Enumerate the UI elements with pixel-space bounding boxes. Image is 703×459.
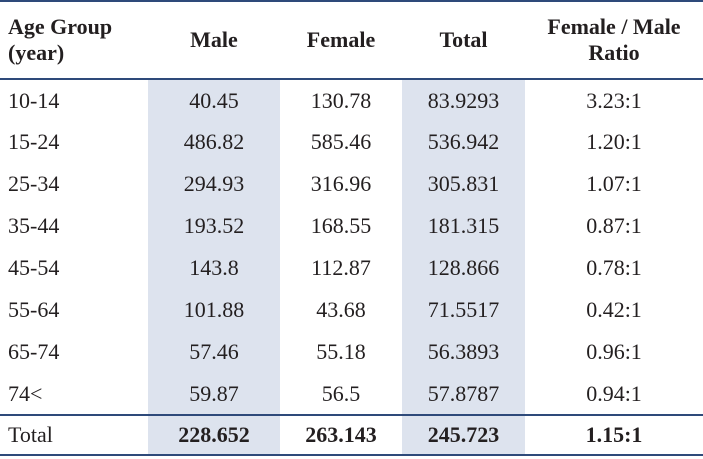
total-cell: Total <box>8 422 53 447</box>
table-cell: 45-54 <box>8 255 60 280</box>
table-cell: 168.55 <box>310 213 372 238</box>
total-cell: 263.143 <box>305 422 377 447</box>
column-header: Female <box>306 27 376 52</box>
table-row: 55-64 101.88 43.68 71.5517 0.42:1 <box>0 289 703 331</box>
table-cell: 35-44 <box>8 213 60 238</box>
column-header: Male <box>190 27 238 52</box>
table-cell: 1.20:1 <box>586 129 642 154</box>
total-cell: 1.15:1 <box>585 422 643 447</box>
table-cell: 0.78:1 <box>586 255 642 280</box>
table-cell: 112.87 <box>311 255 371 280</box>
table-cell: 0.96:1 <box>586 339 642 364</box>
table-cell: 0.87:1 <box>586 213 642 238</box>
table-cell: 1.07:1 <box>586 171 642 196</box>
table-cell: 143.8 <box>148 247 280 289</box>
table-cell: 585.46 <box>310 129 372 154</box>
table-row: 15-24 486.82 585.46 536.942 1.20:1 <box>0 121 703 163</box>
table-header: Age Group (year) Male Female Total Female / … <box>0 1 703 79</box>
table-cell: 40.45 <box>148 79 280 121</box>
table-cell: 130.78 <box>310 87 372 113</box>
column-header: Female / Male Ratio <box>547 14 681 65</box>
table-cell: 294.93 <box>148 163 280 205</box>
table-cell: 128.866 <box>402 247 525 289</box>
table-cell: 486.82 <box>148 121 280 163</box>
table-cell: 193.52 <box>148 205 280 247</box>
table-row: 45-54 143.8 112.87 128.866 0.78:1 <box>0 247 703 289</box>
table-cell: 0.94:1 <box>586 380 642 406</box>
table-cell: 25-34 <box>8 171 60 196</box>
table-cell: 57.8787 <box>402 373 525 415</box>
table-cell: 536.942 <box>402 121 525 163</box>
column-header: Age Group (year) <box>8 14 113 65</box>
table-cell: 71.5517 <box>402 289 525 331</box>
table-row: 65-74 57.46 55.18 56.3893 0.96:1 <box>0 331 703 373</box>
table-cell: 55.18 <box>316 339 366 364</box>
table-row: 10-14 40.45 130.78 83.9293 3.23:1 <box>0 79 703 121</box>
table-cell: 55-64 <box>8 297 60 322</box>
table-body: 10-14 40.45 130.78 83.9293 3.23:1 15-24 486.82… <box>0 79 703 455</box>
table-cell: 57.46 <box>148 331 280 373</box>
total-cell: 228.652 <box>148 415 280 455</box>
total-row: Total 228.652 263.143 245.723 1.15:1 <box>0 415 703 455</box>
column-header: Total <box>439 27 488 52</box>
header-row: Age Group (year) Male Female Total Female / … <box>0 1 703 79</box>
table-cell: 74< <box>8 380 43 406</box>
table-cell: 56.5 <box>321 380 361 406</box>
table-cell: 101.88 <box>148 289 280 331</box>
table-cell: 0.42:1 <box>586 297 642 322</box>
table-cell: 181.315 <box>402 205 525 247</box>
total-cell: 245.723 <box>402 415 525 455</box>
table-cell: 3.23:1 <box>586 87 642 113</box>
table-cell: 15-24 <box>8 129 60 154</box>
table-row: 25-34 294.93 316.96 305.831 1.07:1 <box>0 163 703 205</box>
table-cell: 59.87 <box>148 373 280 415</box>
table-cell: 305.831 <box>402 163 525 205</box>
table-cell: 83.9293 <box>402 79 525 121</box>
table-cell: 10-14 <box>8 87 60 113</box>
table-row: 35-44 193.52 168.55 181.315 0.87:1 <box>0 205 703 247</box>
table-cell: 43.68 <box>316 297 366 322</box>
table-cell: 56.3893 <box>402 331 525 373</box>
table-cell: 65-74 <box>8 339 60 364</box>
table-row: 74< 59.87 56.5 57.8787 0.94:1 <box>0 373 703 415</box>
table-cell: 316.96 <box>310 171 372 196</box>
